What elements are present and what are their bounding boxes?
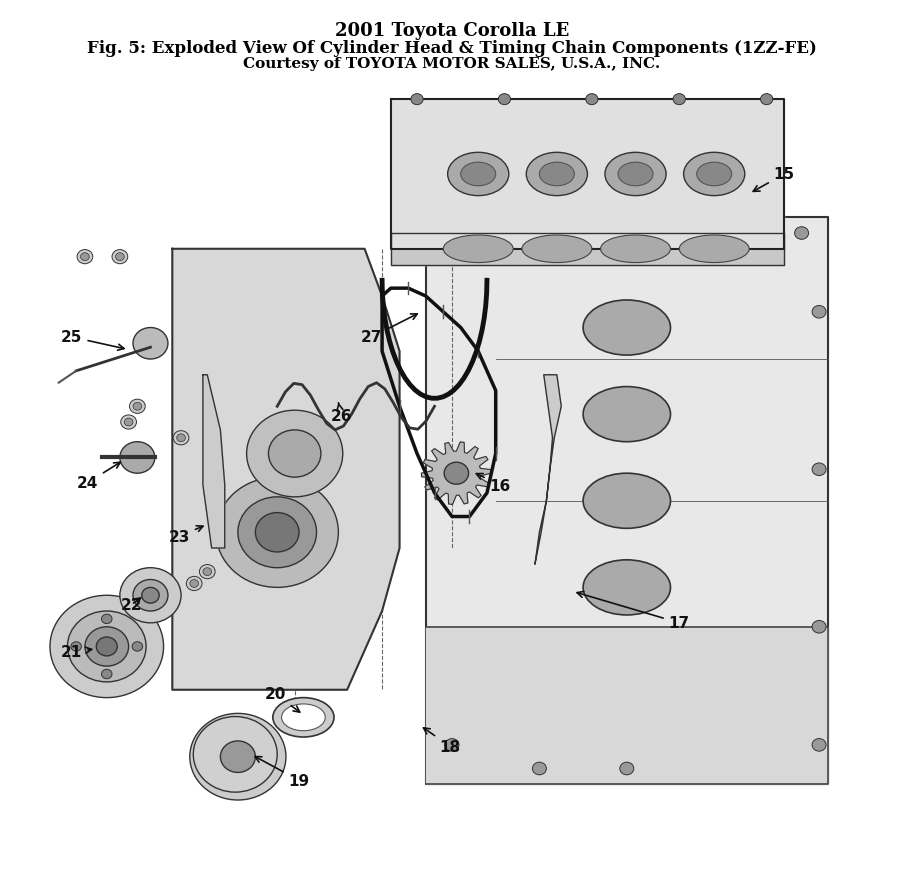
Ellipse shape bbox=[678, 235, 749, 263]
Circle shape bbox=[193, 716, 277, 792]
Text: Courtesy of TOYOTA MOTOR SALES, U.S.A., INC.: Courtesy of TOYOTA MOTOR SALES, U.S.A., … bbox=[243, 57, 660, 71]
Text: 19: 19 bbox=[255, 757, 309, 788]
Ellipse shape bbox=[539, 163, 573, 186]
Circle shape bbox=[220, 741, 255, 773]
Ellipse shape bbox=[526, 153, 587, 197]
Text: Fig. 5: Exploded View Of Cylinder Head & Timing Chain Components (1ZZ-FE): Fig. 5: Exploded View Of Cylinder Head &… bbox=[87, 40, 816, 56]
Circle shape bbox=[200, 565, 215, 579]
Ellipse shape bbox=[582, 560, 670, 615]
Circle shape bbox=[142, 587, 159, 603]
Circle shape bbox=[268, 430, 321, 478]
Circle shape bbox=[190, 579, 199, 587]
Circle shape bbox=[101, 670, 112, 679]
Ellipse shape bbox=[442, 235, 513, 263]
Polygon shape bbox=[535, 375, 561, 565]
Circle shape bbox=[132, 642, 143, 651]
Ellipse shape bbox=[683, 153, 744, 197]
Polygon shape bbox=[172, 249, 399, 690]
Ellipse shape bbox=[696, 163, 731, 186]
Circle shape bbox=[811, 621, 825, 633]
Circle shape bbox=[176, 435, 185, 443]
Circle shape bbox=[70, 642, 81, 651]
Text: 21: 21 bbox=[61, 644, 91, 659]
Polygon shape bbox=[390, 100, 783, 249]
Polygon shape bbox=[390, 234, 783, 265]
Text: 25: 25 bbox=[61, 330, 124, 351]
Circle shape bbox=[811, 464, 825, 476]
Text: 20: 20 bbox=[265, 687, 300, 712]
Ellipse shape bbox=[604, 153, 666, 197]
Polygon shape bbox=[202, 375, 225, 549]
Circle shape bbox=[186, 577, 201, 591]
Circle shape bbox=[133, 579, 168, 611]
Circle shape bbox=[532, 762, 545, 775]
Text: 24: 24 bbox=[77, 463, 120, 491]
Circle shape bbox=[202, 568, 211, 576]
Ellipse shape bbox=[447, 153, 508, 197]
Circle shape bbox=[68, 611, 146, 682]
Text: 15: 15 bbox=[752, 168, 794, 192]
Text: 27: 27 bbox=[360, 314, 417, 345]
Circle shape bbox=[706, 204, 721, 217]
Circle shape bbox=[498, 95, 510, 105]
Polygon shape bbox=[425, 218, 827, 784]
Circle shape bbox=[173, 431, 189, 445]
Circle shape bbox=[77, 250, 93, 264]
Ellipse shape bbox=[461, 163, 495, 186]
Circle shape bbox=[237, 497, 316, 568]
Circle shape bbox=[444, 738, 459, 752]
Circle shape bbox=[811, 306, 825, 319]
Circle shape bbox=[101, 615, 112, 624]
Text: 22: 22 bbox=[120, 598, 142, 613]
Circle shape bbox=[216, 478, 338, 587]
Circle shape bbox=[133, 403, 142, 411]
Circle shape bbox=[532, 204, 545, 217]
Circle shape bbox=[85, 627, 128, 666]
Circle shape bbox=[190, 714, 285, 800]
Text: 16: 16 bbox=[476, 474, 510, 493]
Circle shape bbox=[80, 254, 89, 262]
Ellipse shape bbox=[618, 163, 652, 186]
Text: 18: 18 bbox=[423, 728, 461, 754]
Text: 26: 26 bbox=[330, 403, 351, 424]
Ellipse shape bbox=[273, 698, 333, 738]
Circle shape bbox=[411, 95, 423, 105]
Circle shape bbox=[124, 419, 133, 427]
Circle shape bbox=[207, 730, 268, 784]
Circle shape bbox=[120, 568, 181, 623]
Ellipse shape bbox=[600, 235, 670, 263]
Text: 17: 17 bbox=[576, 592, 689, 630]
Ellipse shape bbox=[582, 473, 670, 529]
Circle shape bbox=[444, 227, 459, 240]
Circle shape bbox=[116, 254, 124, 262]
Circle shape bbox=[112, 250, 127, 264]
Text: 23: 23 bbox=[169, 526, 203, 544]
Ellipse shape bbox=[521, 235, 591, 263]
Polygon shape bbox=[421, 443, 491, 505]
Circle shape bbox=[97, 637, 117, 656]
Ellipse shape bbox=[582, 387, 670, 443]
Circle shape bbox=[50, 595, 163, 698]
Text: 2001 Toyota Corolla LE: 2001 Toyota Corolla LE bbox=[334, 22, 569, 40]
Circle shape bbox=[811, 738, 825, 752]
Ellipse shape bbox=[582, 300, 670, 356]
Circle shape bbox=[759, 95, 772, 105]
Circle shape bbox=[121, 415, 136, 429]
Circle shape bbox=[619, 204, 633, 217]
Circle shape bbox=[619, 762, 633, 775]
Circle shape bbox=[673, 95, 684, 105]
Circle shape bbox=[129, 399, 145, 414]
Ellipse shape bbox=[281, 704, 325, 730]
Circle shape bbox=[255, 513, 299, 552]
Circle shape bbox=[794, 227, 807, 240]
Circle shape bbox=[120, 443, 154, 473]
Circle shape bbox=[133, 328, 168, 360]
Polygon shape bbox=[425, 627, 827, 784]
Circle shape bbox=[247, 411, 342, 497]
Circle shape bbox=[585, 95, 597, 105]
Circle shape bbox=[443, 463, 468, 485]
